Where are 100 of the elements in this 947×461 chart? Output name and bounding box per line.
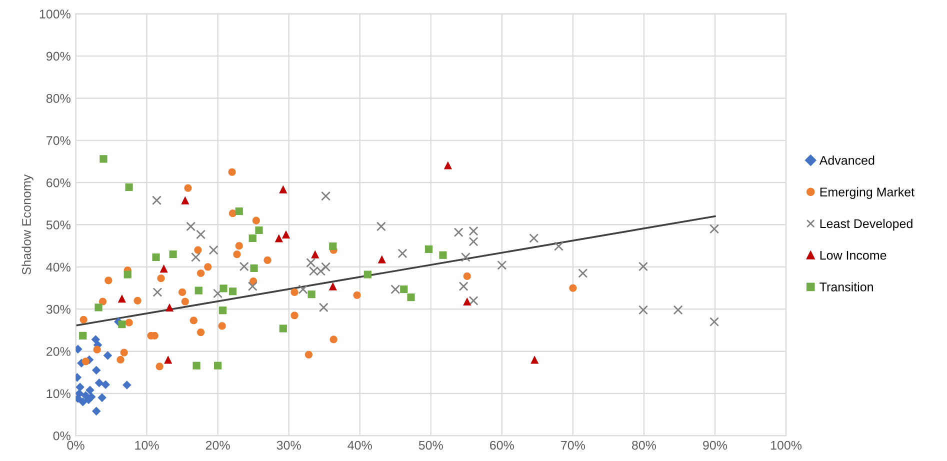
legend-label: Advanced: [819, 156, 874, 165]
point: [279, 185, 288, 194]
point: [378, 255, 386, 264]
y-tick-label: 100%: [40, 10, 70, 18]
point: [194, 246, 202, 254]
point: [122, 380, 132, 390]
point: [191, 252, 201, 262]
point: [304, 350, 313, 358]
x-tick-label: 30%: [276, 440, 301, 450]
point: [79, 332, 87, 340]
point: [104, 276, 112, 284]
point: [204, 263, 212, 271]
point: [248, 282, 258, 292]
point: [218, 306, 227, 314]
point: [118, 294, 126, 303]
point: [353, 291, 361, 299]
point: [228, 210, 237, 218]
x-tick-label: 80%: [632, 440, 656, 450]
point: [165, 303, 174, 312]
y-tick-label: 50%: [46, 220, 70, 230]
x-tick-label: 40%: [348, 440, 372, 450]
point: [190, 316, 198, 324]
point: [214, 362, 222, 370]
x-tick-label: 60%: [490, 440, 514, 450]
point: [311, 250, 320, 258]
y-tick-label: 40%: [46, 262, 70, 272]
point: [439, 251, 447, 259]
point: [118, 320, 126, 328]
point: [235, 207, 243, 216]
point: [390, 284, 400, 294]
y-tick-label: 90%: [46, 52, 70, 61]
point: [134, 296, 142, 304]
point: [468, 296, 478, 306]
point: [196, 328, 205, 336]
point: [184, 184, 192, 192]
point: [157, 274, 165, 282]
point: [529, 233, 539, 243]
y-tick-label: 70%: [46, 136, 70, 146]
point: [318, 302, 328, 312]
point: [376, 222, 386, 232]
point: [125, 183, 133, 191]
point: [530, 356, 539, 364]
point: [328, 282, 337, 290]
point: [250, 264, 258, 272]
point: [116, 356, 124, 364]
point: [181, 298, 189, 306]
point: [178, 288, 186, 296]
point: [181, 196, 190, 204]
point: [638, 305, 648, 315]
point: [98, 393, 106, 402]
point: [76, 382, 84, 392]
point: [91, 335, 100, 344]
point: [454, 228, 464, 238]
point: [196, 269, 205, 278]
point: [463, 272, 471, 280]
point: [308, 290, 316, 298]
legend-label: Emerging Market: [820, 187, 914, 199]
point: [424, 245, 433, 254]
point: [321, 262, 331, 272]
x-tick-label: 0%: [67, 440, 84, 450]
point: [235, 242, 243, 250]
point: [213, 288, 223, 298]
point: [306, 258, 316, 268]
point: [407, 293, 415, 302]
legend-label: Least Developed: [820, 218, 912, 231]
point: [120, 348, 128, 356]
x-tick-label: 90%: [703, 440, 728, 450]
point: [460, 252, 470, 262]
x-tick-label: 100%: [770, 440, 802, 450]
point: [444, 161, 452, 170]
point: [82, 358, 90, 366]
point: [169, 250, 177, 258]
point: [98, 298, 107, 306]
point: [92, 406, 101, 416]
point: [710, 224, 720, 234]
point: [330, 336, 338, 344]
point: [186, 222, 196, 232]
point: [255, 226, 263, 234]
point: [94, 304, 102, 312]
x-tick-label: 50%: [418, 440, 443, 450]
point: [468, 236, 478, 246]
point: [279, 324, 287, 332]
point: [710, 317, 720, 326]
point: [458, 282, 468, 292]
point: [298, 284, 308, 294]
legend-label: Transition: [820, 282, 873, 292]
point: [100, 155, 108, 163]
point: [463, 297, 472, 306]
point: [321, 191, 331, 201]
point: [156, 362, 164, 370]
point: [290, 288, 298, 296]
point: [329, 242, 337, 250]
point: [239, 262, 249, 272]
y-tick-label: 0%: [53, 431, 70, 440]
point: [554, 242, 564, 251]
x-tick-label: 20%: [206, 440, 230, 450]
legend-label: Low Income: [820, 251, 886, 260]
y-axis-title: Shadow Economy: [22, 174, 34, 275]
x-tick-label: 70%: [561, 440, 585, 450]
point: [81, 391, 90, 400]
